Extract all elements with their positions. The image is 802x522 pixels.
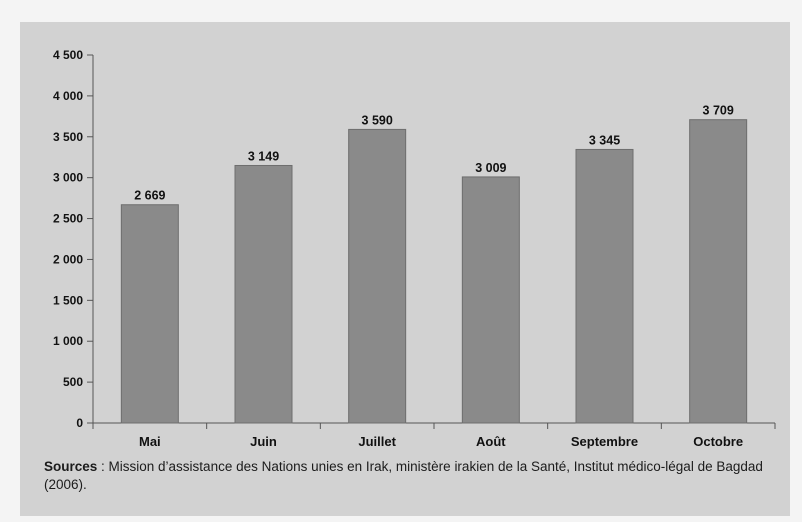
x-tick-labels: Mai Juin Juillet Août Septembre Octobre — [139, 434, 743, 449]
bars — [120, 119, 748, 424]
y-tick-label: 4 000 — [53, 89, 83, 103]
bar — [689, 119, 748, 424]
bar — [234, 164, 293, 424]
x-tick-label: Mai — [139, 434, 161, 449]
data-label: 3 709 — [703, 104, 734, 118]
data-label: 3 009 — [475, 161, 506, 175]
x-tick-label: Août — [476, 434, 506, 449]
bar — [348, 128, 407, 424]
y-tick-label: 3 000 — [53, 171, 83, 185]
sources-note: Sources : Mission d’assistance des Natio… — [44, 458, 774, 494]
bar — [120, 204, 179, 424]
bar — [461, 176, 520, 424]
y-tick-label: 2 500 — [53, 212, 83, 226]
data-label: 3 149 — [248, 149, 279, 163]
y-tick-label: 2 000 — [53, 252, 83, 266]
y-tick-label: 500 — [63, 375, 83, 389]
y-tick-label: 1 500 — [53, 293, 83, 307]
data-label: 3 590 — [362, 113, 393, 127]
y-axis: 0 500 1 000 1 500 2 000 2 500 3 000 3 500 4 000 4… — [53, 48, 94, 430]
bar — [575, 148, 634, 424]
y-tick-label: 3 500 — [53, 130, 83, 144]
value-labels: 2 669 3 149 3 590 3 009 3 345 3 709 — [134, 104, 734, 203]
data-label: 3 345 — [589, 133, 620, 147]
data-label: 2 669 — [134, 189, 165, 203]
x-tick-label: Juin — [250, 434, 277, 449]
sources-label: Sources — [44, 459, 98, 474]
x-tick-label: Juillet — [358, 434, 396, 449]
x-tick-label: Octobre — [693, 434, 743, 449]
x-tick-label: Septembre — [571, 434, 638, 449]
y-tick-label: 0 — [76, 416, 83, 430]
y-tick-label: 1 000 — [53, 334, 83, 348]
x-axis — [92, 422, 776, 429]
y-tick-label: 4 500 — [53, 48, 83, 62]
sources-text: : Mission d’assistance des Nations unies… — [44, 459, 763, 492]
